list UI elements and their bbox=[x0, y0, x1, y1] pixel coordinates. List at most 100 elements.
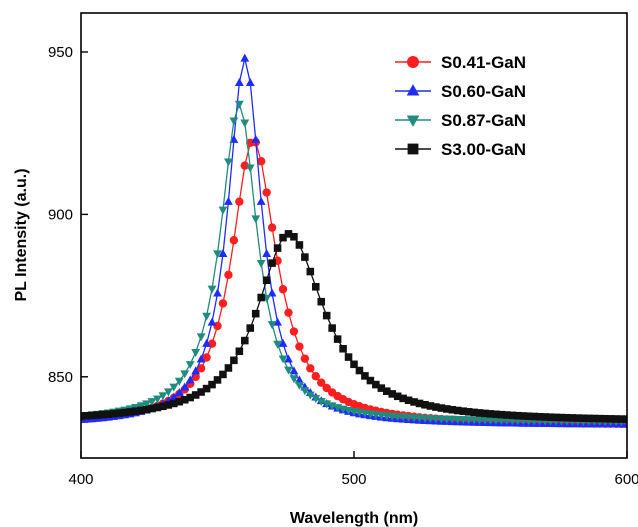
data-point bbox=[443, 405, 451, 413]
data-point bbox=[262, 248, 272, 257]
data-point bbox=[415, 399, 424, 408]
data-point bbox=[218, 299, 228, 308]
x-axis-title: Wavelength (nm) bbox=[290, 510, 418, 527]
data-point bbox=[213, 376, 222, 384]
data-point bbox=[399, 394, 407, 403]
series-line bbox=[81, 101, 627, 422]
data-point bbox=[147, 398, 157, 407]
data-point bbox=[251, 309, 260, 318]
data-point bbox=[185, 361, 195, 370]
y-tick-label: 950 bbox=[48, 44, 73, 61]
data-point bbox=[185, 375, 195, 384]
data-point bbox=[218, 206, 228, 215]
data-point bbox=[316, 397, 326, 406]
data-point bbox=[142, 400, 151, 409]
legend-label: S0.87-GaN bbox=[441, 111, 526, 130]
data-point bbox=[245, 78, 255, 86]
data-point bbox=[514, 411, 522, 420]
data-point bbox=[213, 288, 222, 297]
data-point bbox=[574, 414, 582, 422]
data-point bbox=[186, 393, 194, 402]
x-tick-label: 400 bbox=[68, 471, 93, 488]
data-point bbox=[290, 232, 298, 241]
data-point bbox=[251, 215, 261, 224]
data-point bbox=[289, 375, 299, 384]
data-point bbox=[453, 406, 462, 415]
data-point bbox=[382, 387, 391, 395]
data-point bbox=[273, 340, 282, 349]
data-point bbox=[585, 414, 593, 423]
data-point bbox=[535, 412, 544, 421]
data-point bbox=[563, 413, 571, 422]
data-point bbox=[481, 409, 489, 418]
data-point bbox=[305, 391, 315, 400]
legend-label: S0.60-GaN bbox=[441, 82, 526, 101]
series-line bbox=[81, 233, 627, 420]
data-point bbox=[256, 157, 266, 166]
data-point bbox=[164, 401, 173, 409]
data-point bbox=[475, 409, 484, 417]
data-point bbox=[278, 285, 288, 294]
data-point bbox=[202, 338, 211, 347]
legend: S0.41-GaN S0.60-GaN S0.87-GaN S3.00-GaN bbox=[395, 53, 526, 159]
data-point bbox=[230, 356, 238, 365]
data-point bbox=[262, 188, 271, 197]
data-point bbox=[240, 119, 250, 128]
series-layer bbox=[81, 53, 627, 429]
data-point bbox=[246, 324, 255, 332]
data-point bbox=[317, 297, 326, 306]
data-point bbox=[196, 364, 206, 373]
data-point bbox=[284, 308, 293, 317]
data-point bbox=[202, 384, 211, 393]
data-point bbox=[202, 312, 211, 321]
y-tick-label: 850 bbox=[48, 369, 73, 386]
legend-label: S3.00-GaN bbox=[441, 140, 526, 159]
data-point bbox=[120, 408, 129, 417]
data-point bbox=[197, 388, 205, 396]
data-point bbox=[251, 134, 261, 143]
data-point bbox=[295, 241, 304, 249]
data-point bbox=[229, 117, 239, 126]
data-point bbox=[240, 161, 249, 170]
data-point bbox=[180, 382, 190, 391]
data-point bbox=[213, 250, 222, 259]
data-point bbox=[99, 410, 107, 419]
data-point bbox=[202, 353, 211, 362]
data-point bbox=[623, 415, 627, 423]
data-point bbox=[306, 364, 315, 373]
data-point bbox=[278, 338, 288, 347]
data-point bbox=[159, 402, 167, 411]
data-point bbox=[289, 366, 299, 375]
data-point bbox=[606, 415, 615, 423]
data-point bbox=[131, 407, 140, 415]
data-point bbox=[590, 414, 599, 423]
data-point bbox=[278, 355, 288, 364]
data-point bbox=[262, 276, 271, 285]
data-point bbox=[421, 400, 429, 409]
data-point bbox=[273, 244, 282, 252]
data-point bbox=[355, 366, 364, 375]
data-point bbox=[579, 414, 588, 423]
data-point bbox=[218, 248, 228, 257]
y-axis-title: PL Intensity (a.u.) bbox=[13, 168, 30, 301]
data-point bbox=[426, 402, 435, 410]
data-point bbox=[407, 143, 419, 155]
data-point bbox=[224, 158, 233, 167]
data-point bbox=[104, 410, 113, 418]
data-point bbox=[317, 378, 326, 387]
data-point bbox=[406, 115, 420, 127]
data-point bbox=[464, 408, 473, 416]
data-point bbox=[284, 230, 293, 238]
data-point bbox=[306, 267, 315, 276]
data-point bbox=[486, 410, 495, 418]
data-point bbox=[148, 404, 156, 413]
data-point bbox=[524, 412, 533, 421]
data-point bbox=[350, 360, 358, 369]
data-point bbox=[163, 388, 173, 397]
data-point bbox=[268, 259, 276, 267]
plot-frame bbox=[80, 12, 628, 459]
data-point bbox=[459, 407, 467, 415]
data-point bbox=[361, 372, 369, 380]
data-point bbox=[312, 283, 320, 291]
